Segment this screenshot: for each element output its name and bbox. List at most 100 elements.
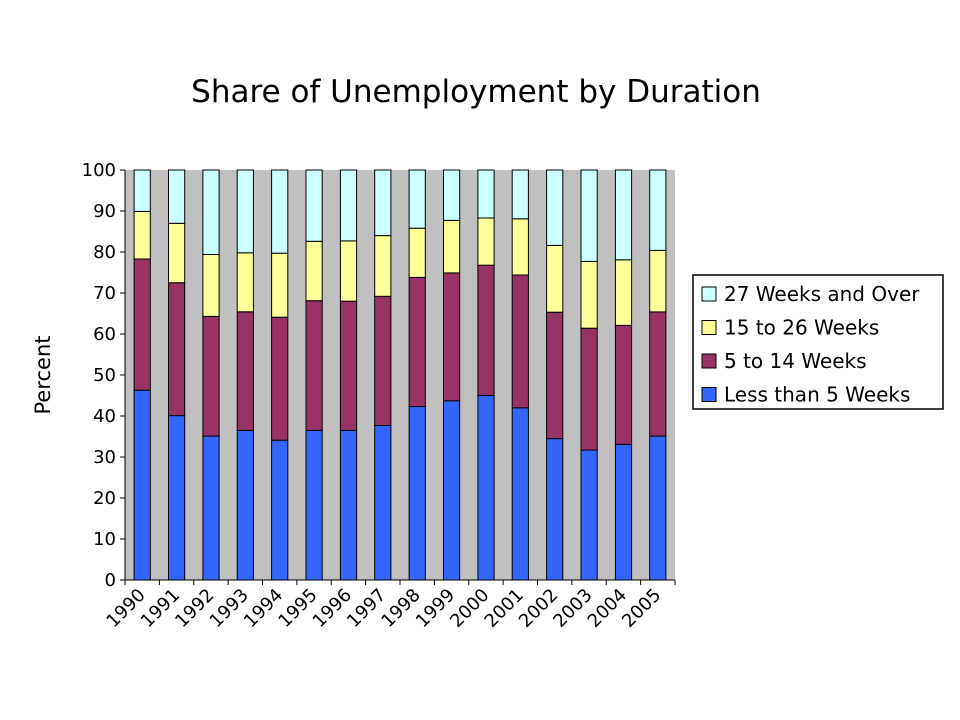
bar-segment: [271, 439, 289, 581]
bar-segment: [408, 169, 426, 229]
x-tick-label: 1993: [206, 585, 253, 632]
bar-segment: [271, 169, 289, 254]
y-tick-label: 40: [93, 406, 116, 427]
y-axis-label: Percent: [31, 335, 55, 414]
bar-segment: [305, 240, 323, 302]
bar-segment: [133, 389, 151, 581]
bar-segment: [168, 415, 186, 581]
bar-segment: [614, 169, 633, 261]
bar-segment: [236, 169, 254, 254]
bar-segment: [408, 227, 426, 278]
bar-segment: [168, 222, 186, 284]
bar-segment: [202, 254, 220, 317]
bar-segment: [133, 210, 151, 260]
x-tick-label: 2000: [446, 585, 493, 632]
bar-segment: [271, 316, 289, 441]
bar-segment: [305, 169, 323, 242]
bar-segment: [202, 435, 220, 581]
bar-segment: [649, 311, 667, 437]
legend-label: 5 to 14 Weeks: [724, 349, 867, 373]
bar-segment: [511, 407, 529, 581]
x-tick-label: 1997: [343, 585, 390, 632]
legend-box: [692, 274, 944, 410]
x-tick-label: 1990: [102, 585, 149, 632]
x-tick-label: 2005: [618, 585, 665, 632]
bar-segment: [649, 169, 667, 251]
bar-segment: [339, 300, 358, 431]
bar-segment: [236, 252, 254, 313]
bar-segment: [614, 324, 633, 445]
bar-segment: [614, 259, 633, 326]
y-tick-label: 50: [93, 365, 116, 386]
x-tick-label: 2004: [584, 585, 631, 632]
bar-segment: [339, 429, 358, 581]
bar-segment: [168, 169, 186, 224]
bar-segment: [374, 424, 392, 581]
legend-label: 27 Weeks and Over: [724, 282, 920, 306]
bar-segment: [546, 311, 564, 440]
bar-segment: [546, 438, 564, 581]
bar-segment: [236, 429, 254, 581]
y-tick-label: 70: [93, 283, 116, 304]
x-tick-label: 1994: [240, 585, 287, 632]
y-tick-label: 80: [93, 242, 116, 263]
y-tick-label: 60: [93, 324, 116, 345]
bar-segment: [580, 449, 598, 581]
bar-segment: [374, 235, 392, 297]
chart-title: Share of Unemployment by Duration: [191, 74, 761, 110]
legend-swatch: [701, 353, 717, 369]
bar-segment: [511, 169, 529, 220]
x-tick-label: 2003: [549, 585, 596, 632]
bar-segment: [477, 264, 495, 396]
bar-segment: [305, 300, 323, 431]
x-tick-label: 2002: [515, 585, 562, 632]
bar-segment: [408, 406, 426, 581]
bar-segment: [580, 169, 598, 262]
x-tick-label: 1998: [377, 585, 424, 632]
bar-segment: [546, 244, 564, 313]
bar-segment: [477, 217, 495, 266]
x-axis: 1990199119921993199419951996199719981999…: [102, 579, 676, 632]
bar-segment: [168, 282, 186, 417]
bar-segment: [133, 169, 151, 212]
bar-segment: [511, 218, 529, 276]
bar-segment: [443, 169, 461, 221]
bar-segment: [408, 276, 426, 407]
bar-segment: [580, 260, 598, 329]
legend-swatch: [701, 387, 717, 402]
legend-swatch: [701, 286, 717, 302]
bar-segment: [339, 240, 358, 302]
bar-segment: [477, 395, 495, 581]
x-tick-label: 1991: [137, 585, 184, 632]
y-tick-label: 30: [93, 447, 116, 468]
legend-label: Less than 5 Weeks: [724, 383, 910, 407]
bar-segment: [443, 219, 461, 274]
y-tick-label: 10: [93, 529, 116, 550]
bar-segment: [271, 252, 289, 318]
bar-segment: [649, 435, 667, 581]
legend: 27 Weeks and Over 15 to 26 Weeks 5 to 14 W…: [692, 274, 944, 410]
bar-segment: [546, 169, 564, 246]
bar-segment: [339, 169, 358, 242]
bar-segment: [443, 400, 461, 581]
x-tick-label: 1999: [412, 585, 459, 632]
bars-group: [133, 169, 667, 581]
y-axis: 0 10 20 30 40 50 60 70 80 90 100: [82, 160, 126, 591]
bar-segment: [477, 169, 495, 219]
x-tick-label: 1996: [309, 585, 356, 632]
y-tick-label: 90: [93, 201, 116, 222]
y-tick-label: 100: [82, 160, 116, 181]
bar-segment: [511, 274, 529, 409]
bar-segment: [374, 169, 392, 237]
bar-segment: [202, 315, 220, 437]
bar-segment: [236, 311, 254, 431]
bar-segment: [649, 249, 667, 313]
legend-swatch: [701, 320, 717, 335]
bar-segment: [305, 429, 323, 581]
x-tick-label: 1995: [274, 585, 321, 632]
bar-segment: [614, 443, 633, 581]
x-tick-label: 1992: [171, 585, 218, 632]
bar-segment: [443, 272, 461, 402]
bar-segment: [202, 169, 220, 255]
